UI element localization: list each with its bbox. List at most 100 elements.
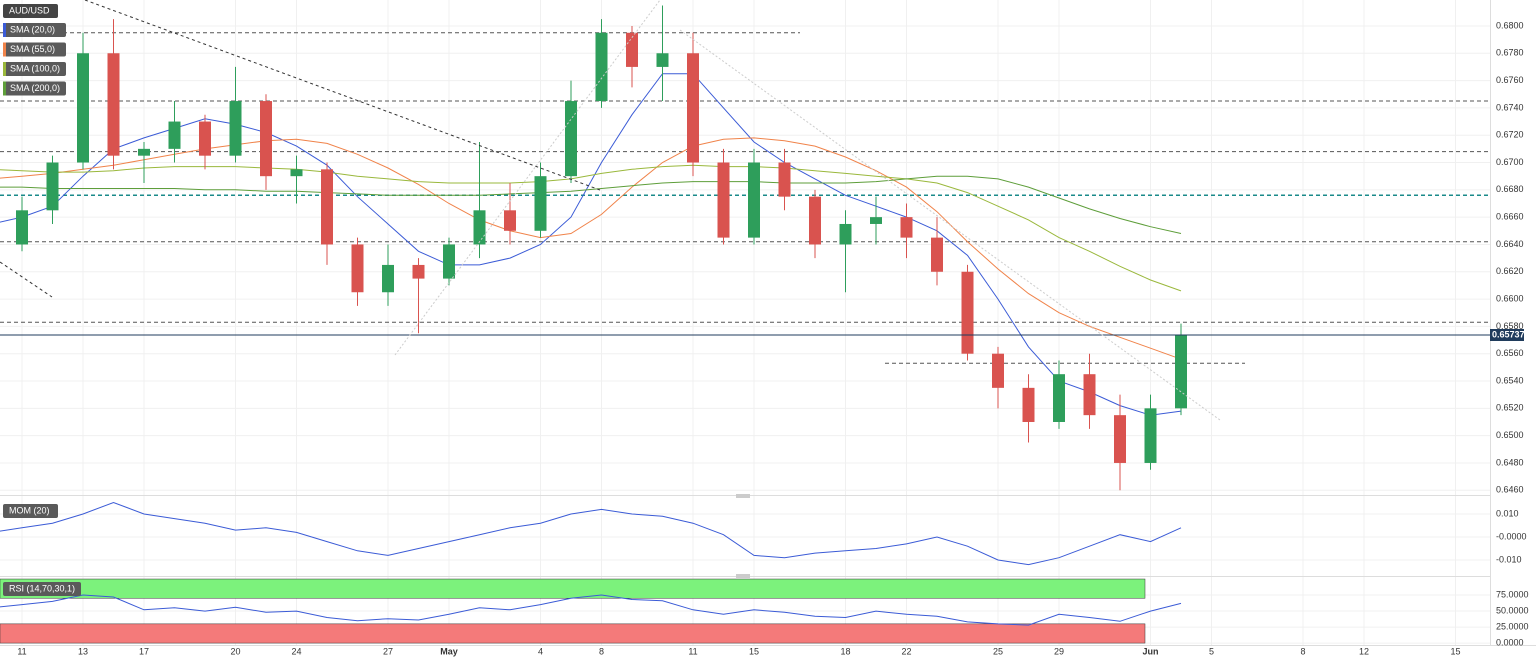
legend: 0.6460 0.6480 0.6500 0.6520 0.6540 0.6560 0.65… [3, 4, 1529, 656]
y-tick-label: 0.6680 [1496, 184, 1524, 194]
sma-button[interactable] [3, 62, 66, 76]
sma-swatch [3, 23, 6, 37]
candle-body [77, 53, 89, 163]
grid [0, 0, 1490, 645]
candle-body [748, 162, 760, 238]
x-tick-label: 18 [840, 646, 850, 656]
sma-button[interactable] [3, 23, 66, 37]
x-tick-label: 22 [901, 646, 911, 656]
y-tick-label: -0.0000 [1496, 531, 1527, 541]
sma-swatch [3, 62, 6, 76]
candle-body [290, 169, 303, 177]
candle-body [1022, 387, 1035, 422]
candle-body [229, 101, 242, 156]
candle-body [1175, 334, 1187, 409]
indicator-label: RSI (14,70,30,1) [9, 583, 75, 593]
candle-body [900, 217, 913, 238]
candle-body [199, 121, 211, 156]
candle-body [46, 162, 59, 211]
x-tick-label: 15 [749, 646, 759, 656]
candle-body [778, 162, 791, 197]
symbol-button[interactable] [3, 4, 58, 18]
candle-body [473, 210, 486, 245]
candle-body [351, 244, 364, 293]
sma-button[interactable] [3, 42, 66, 57]
trendline [679, 29, 1221, 421]
candle-body [107, 53, 120, 156]
y-tick-label: 0.6560 [1496, 348, 1524, 358]
last-price-box [1490, 328, 1524, 341]
x-tick-label: 12 [1359, 646, 1369, 656]
x-tick-label: 17 [139, 646, 149, 656]
y-tick-label: 0.6580 [1496, 321, 1524, 331]
candle-body [626, 32, 638, 67]
y-tick-label: 0.6620 [1496, 266, 1524, 276]
y-tick-label: 0.6460 [1496, 485, 1524, 495]
x-tick-label: Jun [1142, 646, 1158, 656]
candle-body [595, 32, 608, 102]
candle-body [809, 196, 821, 245]
candle-body [992, 353, 1004, 388]
candle-body [717, 162, 730, 238]
y-tick-label: 0.6500 [1496, 430, 1524, 440]
y-tick-label: 0.6700 [1496, 157, 1524, 167]
resize-handle[interactable] [736, 574, 750, 578]
candle-body [260, 101, 272, 177]
x-tick-label: 29 [1054, 646, 1064, 656]
y-tick-label: 0.010 [1496, 508, 1519, 518]
y-tick-label: 0.6760 [1496, 75, 1524, 85]
y-tick-label: 0.6660 [1496, 212, 1524, 222]
y-tick-label: 0.6600 [1496, 293, 1524, 303]
trendline [84, 0, 601, 191]
indicator-line [0, 501, 1182, 566]
rsi-band [0, 578, 1146, 599]
y-tick-label: 0.6800 [1496, 20, 1524, 30]
candle-body [870, 217, 882, 224]
candle-body [443, 244, 455, 279]
candle-body [931, 237, 943, 272]
indicator-button[interactable] [3, 504, 58, 518]
candle-body [1053, 374, 1065, 422]
candle-body [321, 169, 333, 245]
sma-swatch [3, 81, 6, 96]
candle-body [656, 53, 669, 67]
candle-body [1144, 408, 1157, 463]
y-tick-label: 0.6780 [1496, 48, 1524, 58]
candle-body [1114, 415, 1126, 463]
y-tick-label: 0.6480 [1496, 457, 1524, 467]
y-tick-label: 25.0000 [1496, 621, 1529, 631]
y-tick-label: 0.6720 [1496, 130, 1524, 140]
y-tick-label: 0.6740 [1496, 102, 1524, 112]
sma-line [0, 164, 1182, 292]
candle-body [534, 176, 547, 231]
x-tick-label: 8 [599, 646, 604, 656]
indicator-line [0, 594, 1182, 626]
candle-body [839, 223, 852, 245]
indicator-button[interactable] [3, 582, 81, 596]
trendline [0, 261, 53, 298]
y-tick-label: 50.0000 [1496, 605, 1529, 615]
x-tick-label: 5 [1209, 646, 1214, 656]
indicator-label: MOM (20) [9, 505, 50, 515]
rsi-band [0, 623, 1146, 644]
candle-body [961, 271, 974, 354]
sma-line [0, 175, 1182, 234]
sma-button[interactable] [3, 81, 66, 96]
y-tick-label: 0.0000 [1496, 637, 1524, 647]
x-tick-label: 11 [688, 646, 697, 656]
y-tick-label: 0.6520 [1496, 403, 1524, 413]
x-tick-label: 11 [17, 646, 26, 656]
x-tick-label: 25 [993, 646, 1003, 656]
candle-body [168, 121, 181, 149]
candle-body [687, 53, 699, 163]
x-tick-label: 8 [1300, 646, 1305, 656]
sma-label: SMA (100,0) [10, 63, 60, 73]
resize-handle[interactable] [736, 494, 750, 498]
candle-body [138, 148, 150, 156]
x-tick-label: 4 [538, 646, 543, 656]
y-tick-label: -0.010 [1496, 554, 1522, 564]
last-price-label: 0.65737 [1492, 329, 1525, 339]
plot-layer [0, 5, 1490, 644]
x-tick-label: 13 [78, 646, 88, 656]
